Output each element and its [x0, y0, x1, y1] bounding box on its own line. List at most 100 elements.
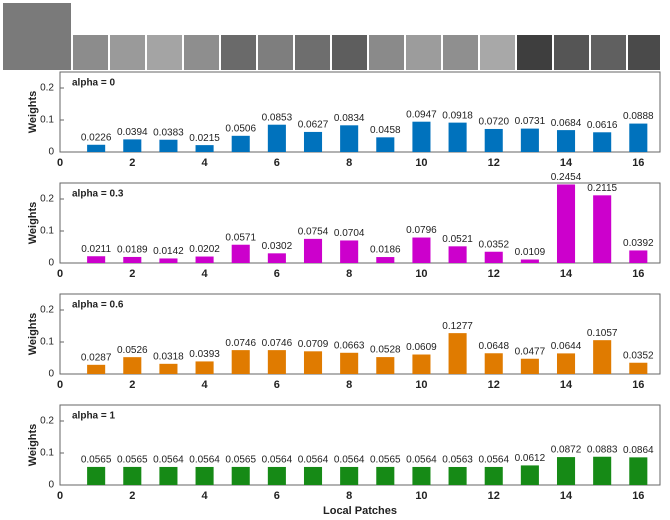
value-label: 0.0947: [406, 109, 437, 120]
patch-image: [406, 35, 441, 70]
bar: [485, 252, 503, 263]
patch-image: [147, 35, 182, 70]
bar: [159, 140, 177, 152]
x-tick-label: 8: [346, 490, 352, 502]
x-tick-label: 0: [57, 490, 63, 502]
bar: [557, 457, 575, 485]
value-label: 0.0189: [117, 245, 148, 256]
y-tick-label: 0: [48, 147, 54, 158]
x-tick-label: 6: [274, 379, 280, 391]
value-label: 0.0883: [587, 444, 618, 455]
value-label: 0.0746: [262, 338, 293, 349]
value-label: 0.0872: [551, 445, 582, 456]
patch-image: [184, 35, 219, 70]
bar: [449, 123, 467, 152]
bar: [232, 350, 250, 374]
x-tick-label: 16: [632, 490, 644, 502]
bar: [485, 353, 503, 374]
bar: [196, 467, 214, 485]
value-label: 0.0392: [623, 238, 654, 249]
y-axis-label: Weights: [27, 91, 39, 134]
value-label: 0.0186: [370, 245, 401, 256]
bar: [376, 137, 394, 152]
y-axis-label: Weights: [27, 424, 39, 467]
bar: [232, 136, 250, 152]
bar: [629, 124, 647, 152]
bar: [304, 467, 322, 485]
x-tick-label: 10: [415, 157, 427, 169]
face-patches: [3, 3, 660, 70]
x-tick-label: 4: [202, 379, 209, 391]
value-label: 0.0302: [262, 241, 293, 252]
bar: [557, 353, 575, 374]
value-label: 0.0352: [623, 350, 654, 361]
value-label: 0.0565: [81, 455, 112, 466]
x-tick-label: 14: [560, 268, 573, 280]
value-label: 0.0506: [225, 123, 256, 134]
x-tick-label: 0: [57, 379, 63, 391]
value-label: 0.0853: [262, 112, 293, 123]
value-label: 0.0202: [189, 244, 220, 255]
bar: [521, 260, 539, 263]
patch-image: [332, 35, 367, 70]
value-label: 0.0720: [478, 117, 509, 128]
patch-image: [480, 35, 515, 70]
value-label: 0.0393: [189, 349, 220, 360]
y-tick-label: 0.1: [40, 448, 54, 459]
bar: [340, 353, 358, 374]
value-label: 0.0564: [478, 455, 509, 466]
bar: [593, 195, 611, 263]
value-label: 0.0864: [623, 445, 654, 456]
bar: [268, 253, 286, 263]
patch-image: [258, 35, 293, 70]
panel-title: alpha = 0: [72, 78, 116, 89]
bar: [304, 132, 322, 152]
value-label: 0.0526: [117, 345, 148, 356]
bar: [196, 361, 214, 374]
x-tick-label: 16: [632, 157, 644, 169]
x-tick-label: 12: [488, 490, 500, 502]
bar: [521, 359, 539, 374]
bar: [449, 246, 467, 263]
value-label: 0.0564: [189, 455, 220, 466]
bar: [87, 145, 105, 152]
value-label: 0.0287: [81, 352, 112, 363]
x-tick-label: 4: [202, 268, 209, 280]
x-tick-label: 2: [129, 157, 135, 169]
patch-image: [73, 35, 108, 70]
patch-image: [628, 35, 660, 70]
panel-title: alpha = 0.3: [72, 189, 124, 200]
x-tick-label: 14: [560, 490, 573, 502]
value-label: 0.0563: [442, 455, 473, 466]
bar: [557, 130, 575, 152]
bar: [268, 350, 286, 374]
value-label: 0.0796: [406, 225, 437, 236]
bar: [521, 465, 539, 485]
x-tick-label: 0: [57, 157, 63, 169]
bar: [629, 457, 647, 485]
figure: 00.10.202468101214160.02260.03940.03830.…: [0, 0, 670, 520]
bar: [123, 257, 141, 263]
value-label: 0.0318: [153, 351, 184, 362]
value-label: 0.0704: [334, 228, 365, 239]
bar: [196, 257, 214, 263]
x-tick-label: 10: [415, 490, 427, 502]
value-label: 0.0528: [370, 345, 401, 356]
value-label: 0.0648: [478, 341, 509, 352]
bar: [123, 467, 141, 485]
x-axis-label: Local Patches: [323, 505, 397, 517]
y-tick-label: 0: [48, 369, 54, 380]
value-label: 0.0565: [117, 455, 148, 466]
bar: [304, 351, 322, 374]
bar: [412, 122, 430, 152]
bar: [376, 467, 394, 485]
value-label: 0.0564: [262, 455, 293, 466]
y-tick-label: 0.1: [40, 337, 54, 348]
x-tick-label: 0: [57, 268, 63, 280]
panel-title: alpha = 1: [72, 411, 116, 422]
value-label: 0.0888: [623, 111, 654, 122]
value-label: 0.2454: [551, 172, 582, 183]
x-tick-label: 2: [129, 268, 135, 280]
x-tick-label: 4: [202, 490, 209, 502]
patch-image: [554, 35, 589, 70]
